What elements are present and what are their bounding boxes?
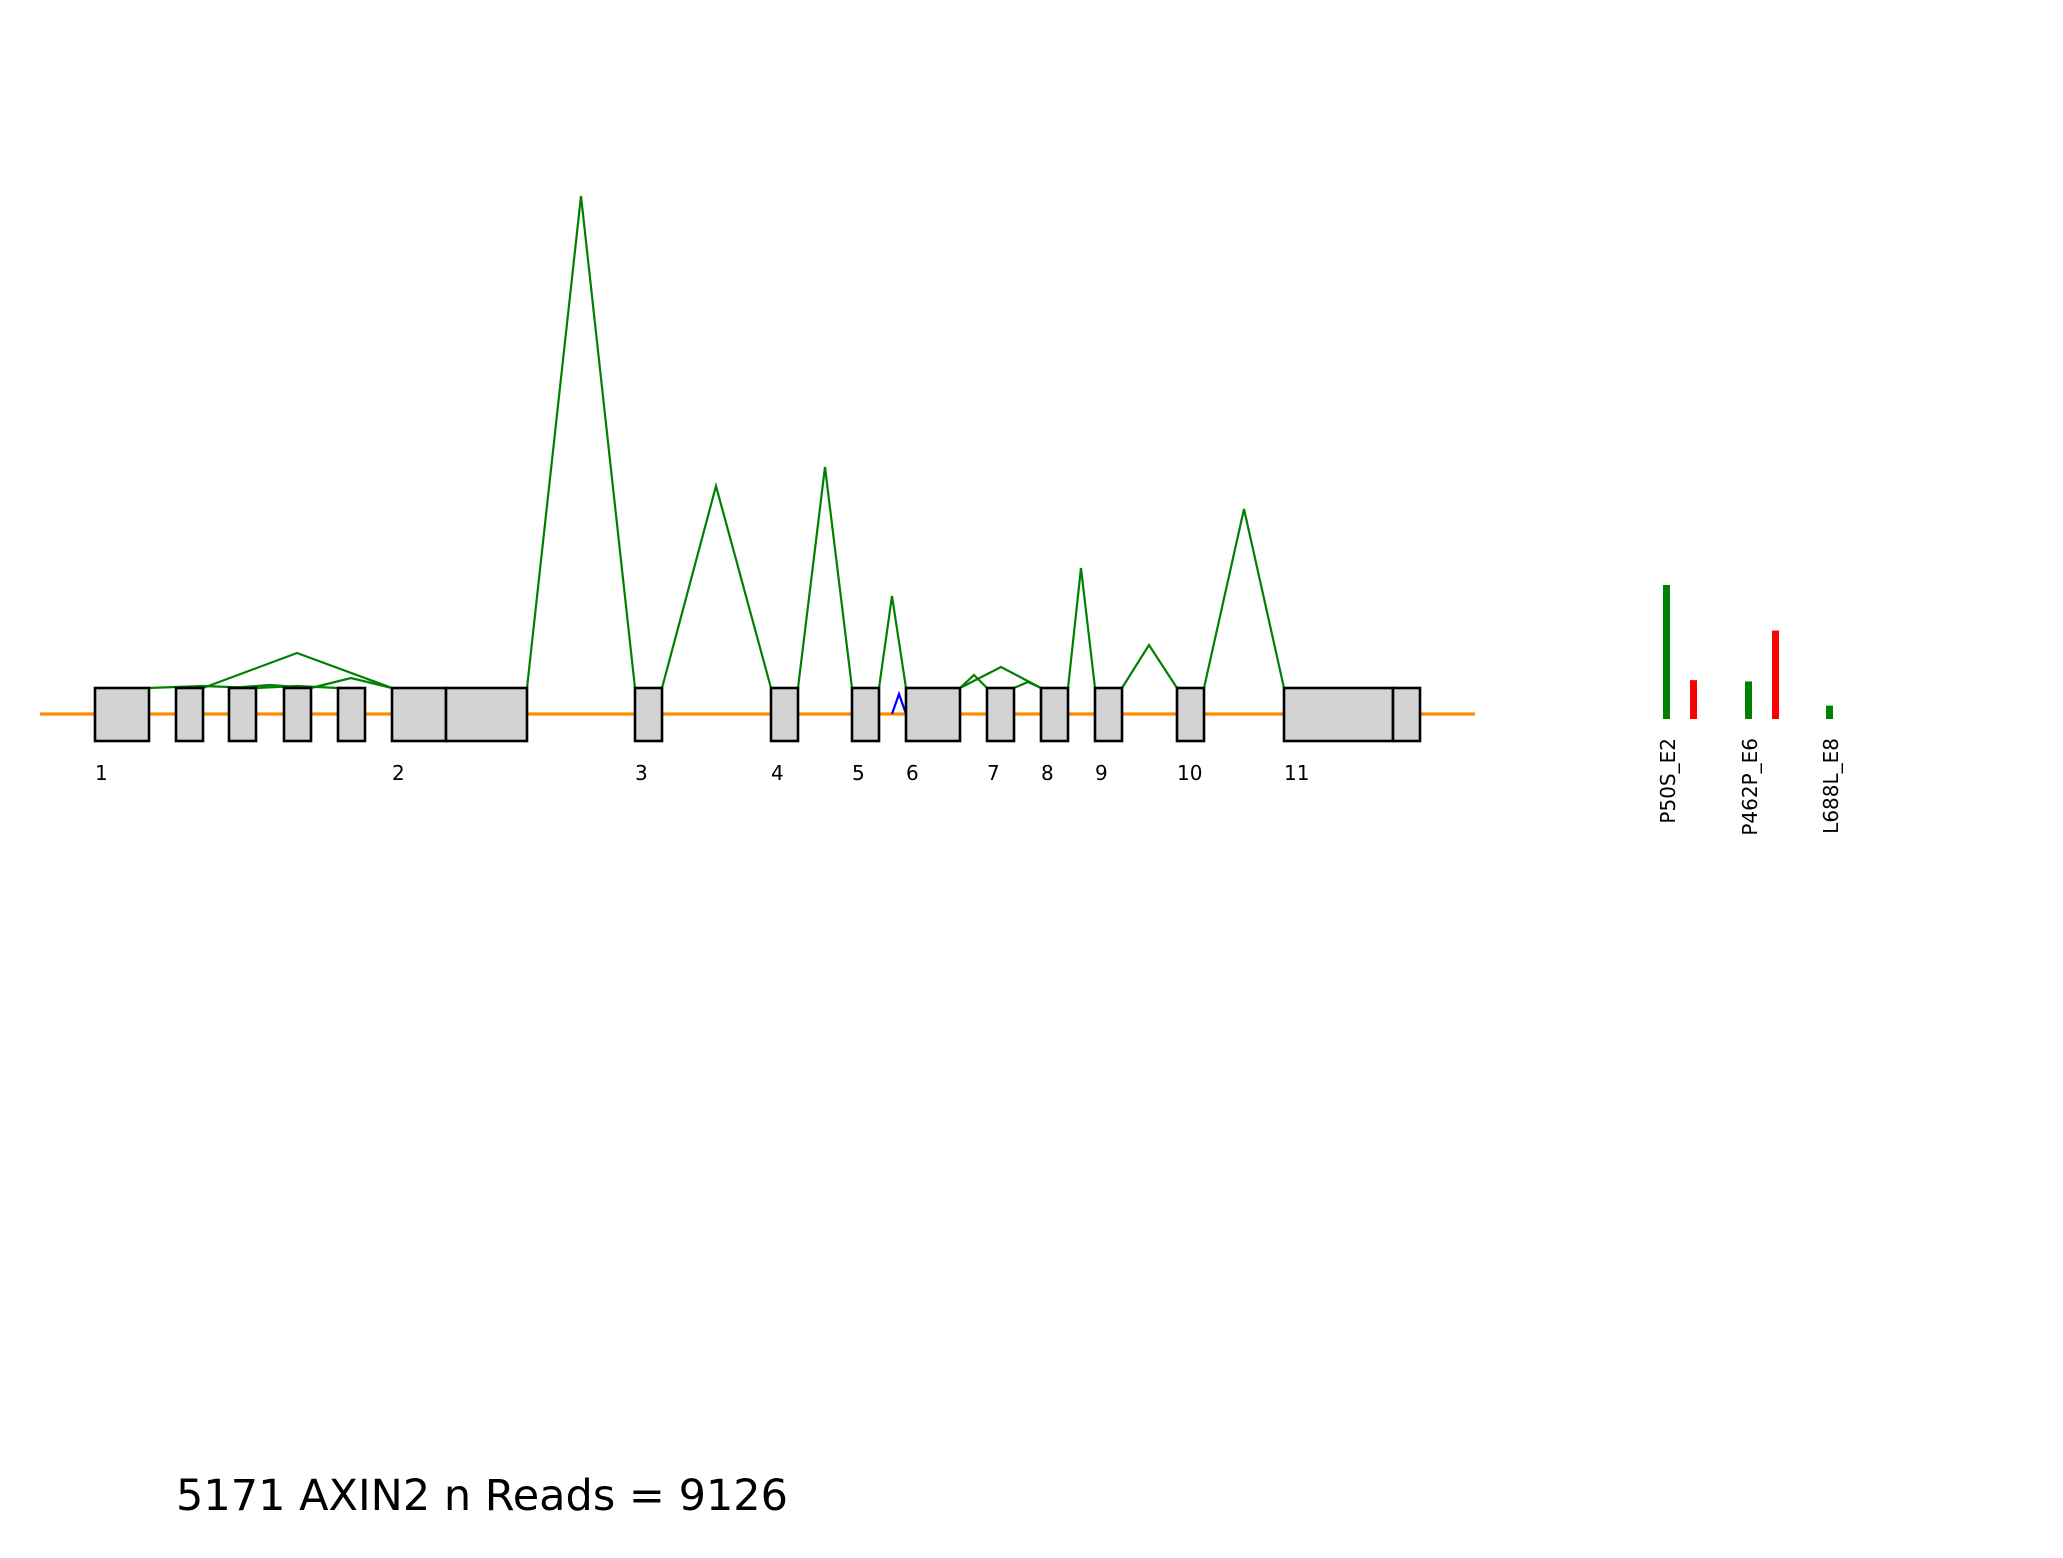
junction-arc <box>525 195 637 689</box>
exon-box <box>1175 686 1206 743</box>
junction-arc <box>1066 567 1097 689</box>
exon-box <box>769 686 800 743</box>
junction-arc <box>959 673 988 689</box>
exon-label: 7 <box>987 761 1000 785</box>
variant-allele-bars: P50S_E2 P462P_E6 L688L_E8 <box>1656 585 1843 836</box>
junction-arc <box>1202 508 1286 689</box>
variant-group: P50S_E2 <box>1656 585 1697 824</box>
exon-box <box>93 686 151 743</box>
alt-allele-bar <box>1772 630 1779 719</box>
exon-box <box>1282 686 1395 743</box>
exon-label: 3 <box>635 761 648 785</box>
variant-group: L688L_E8 <box>1819 705 1843 834</box>
exon-label: 11 <box>1284 761 1309 785</box>
junction-arc <box>890 690 908 715</box>
junction-arcs <box>148 195 1286 715</box>
exon-label: 2 <box>392 761 405 785</box>
exon-label: 4 <box>771 761 784 785</box>
variant-label: P50S_E2 <box>1656 738 1680 824</box>
exon-boxes <box>93 686 1422 743</box>
exon-label: 9 <box>1095 761 1108 785</box>
ref-allele-bar <box>1826 705 1833 719</box>
exon-box <box>850 686 881 743</box>
exon-box <box>444 686 529 743</box>
variant-label: P462P_E6 <box>1738 738 1762 836</box>
variant-label: L688L_E8 <box>1819 738 1843 834</box>
exon-box <box>174 686 205 743</box>
exon-box <box>633 686 664 743</box>
junction-arc <box>202 651 393 690</box>
alt-allele-bar <box>1690 680 1697 719</box>
junction-arc <box>1013 680 1042 690</box>
junction-arc <box>1121 642 1178 689</box>
exon-box <box>985 686 1016 743</box>
ref-allele-bar <box>1663 585 1670 719</box>
gene-model: 1 2 3 4 5 6 7 8 9 10 11 <box>40 195 1475 785</box>
exon-box <box>1391 686 1422 743</box>
exon-box <box>1093 686 1124 743</box>
exon-label: 10 <box>1177 761 1202 785</box>
exon-labels: 1 2 3 4 5 6 7 8 9 10 11 <box>95 761 1309 785</box>
exon-label: 6 <box>906 761 919 785</box>
exon-box <box>1039 686 1070 743</box>
exon-label: 5 <box>852 761 865 785</box>
junction-arc <box>660 481 773 689</box>
exon-box <box>282 686 313 743</box>
junction-arc <box>796 466 854 689</box>
exon-label: 8 <box>1041 761 1054 785</box>
junction-arc <box>877 595 908 689</box>
variant-group: P462P_E6 <box>1738 630 1779 836</box>
exon-box <box>390 686 448 743</box>
footer-title: 5171 AXIN2 n Reads = 9126 <box>176 1471 788 1521</box>
exon-box <box>227 686 258 743</box>
ref-allele-bar <box>1745 681 1752 719</box>
junction-arc <box>310 676 393 690</box>
exon-label: 1 <box>95 761 108 785</box>
exon-box <box>336 686 367 743</box>
exon-box <box>904 686 962 743</box>
junction-arc <box>255 684 339 690</box>
